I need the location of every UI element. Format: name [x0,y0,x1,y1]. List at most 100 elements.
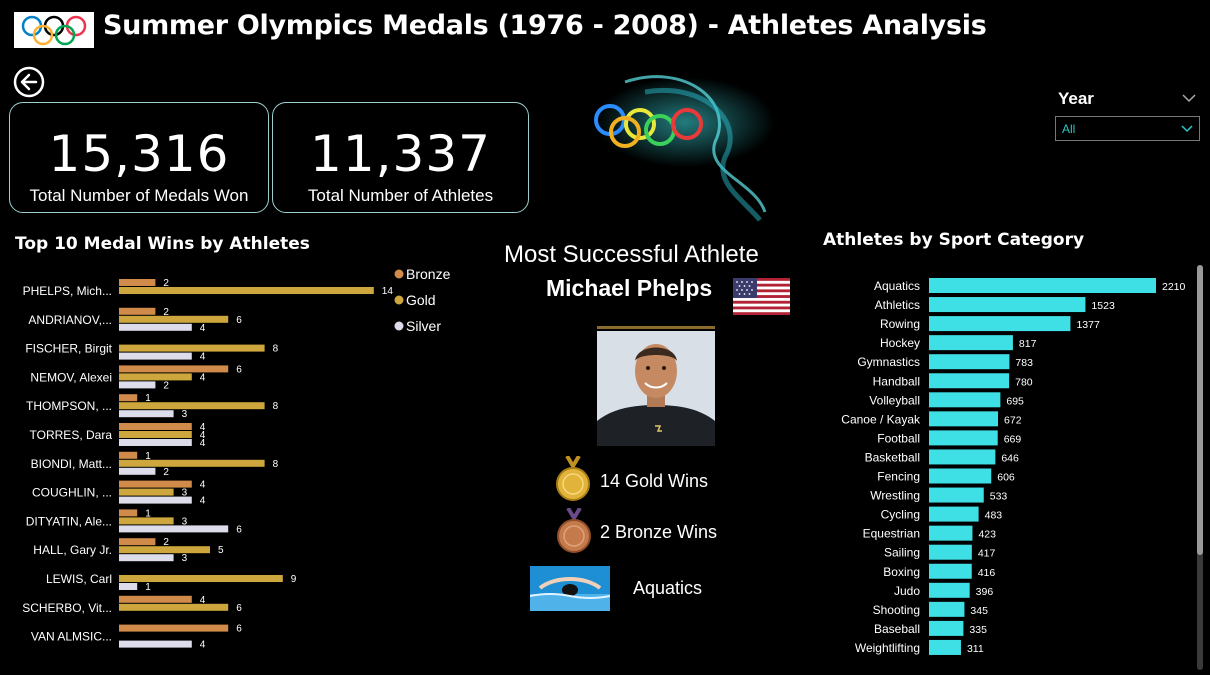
top-athletes-bar-chart[interactable]: PHELPS, Mich...214ANDRIANOV,...264FISCHE… [0,260,480,660]
athlete-bar-silver [119,439,192,446]
sport-bar [929,373,1010,389]
data-label: 4 [200,422,206,433]
gold-wins-text: 14 Gold Wins [600,471,709,491]
data-label: 4 [200,595,206,606]
athlete-label: COUGHLIN, ... [32,486,112,500]
sport-label: Aquatics [874,279,920,293]
athlete-bar-bronze [119,538,156,546]
athlete-bar-silver [119,467,156,475]
data-label: 6 [236,603,242,614]
athlete-bar-bronze [119,451,138,459]
data-label: 780 [1015,376,1033,388]
data-label: 4 [200,372,206,383]
data-label: 533 [990,491,1008,503]
sport-label: Athletics [875,298,920,312]
olympic-rings-logo [14,12,94,48]
gold-medal-icon [556,456,590,501]
data-label: 2 [163,537,169,548]
data-label: 423 [978,529,996,541]
athlete-bar-silver [119,410,174,418]
sport-bar [929,430,998,446]
athlete-bar-silver [119,323,192,331]
data-label: 5 [218,545,224,556]
athlete-label: DITYATIN, Ale... [26,514,112,528]
us-flag-icon [733,278,790,315]
data-label: 4 [200,323,206,334]
sport-label: Canoe / Kayak [841,412,921,426]
athlete-bar-silver [119,352,192,360]
athlete-bar-bronze [119,509,138,517]
sport-label: Rowing [880,317,920,331]
year-slicer-value: All [1062,122,1076,136]
back-arrow-icon[interactable] [13,66,45,98]
athlete-label: FISCHER, Birgit [25,342,112,356]
sport-bar [929,278,1156,293]
athlete-bar-silver [119,381,156,389]
data-label: 6 [236,524,242,535]
data-label: 6 [236,364,242,375]
sport-label: Baseball [874,622,920,636]
sport-bar [929,392,1001,408]
data-label: 6 [236,624,242,635]
data-label: 2210 [1162,281,1186,293]
data-label: 646 [1001,452,1019,464]
kpi-card-medals: 15,316 Total Number of Medals Won [9,102,269,213]
sport-category-bar-chart[interactable]: Aquatics 2210 Athletics 1523 Rowing 1377 Hocke… [810,270,1200,665]
sport-label: Wrestling [870,489,920,503]
data-label: 311 [967,643,984,655]
legend-marker [394,321,404,331]
sport-bar [929,525,973,541]
sport-chart-title: Athletes by Sport Category [823,230,1085,250]
legend-item: Gold [406,292,436,308]
scrollbar-thumb[interactable] [1197,265,1203,555]
athlete-bar-bronze [119,595,192,603]
athlete-bar-bronze [119,279,156,286]
data-label: 669 [1004,433,1022,445]
sport-bar [929,411,999,427]
page-title: Summer Olympics Medals (1976 - 2008) - A… [103,10,987,41]
athlete-bar-gold [119,603,229,611]
data-label: 3 [182,409,188,420]
athlete-name: Michael Phelps [546,275,713,301]
sport-label: Shooting [873,603,920,617]
sport-label: Gymnastics [857,355,920,369]
sport-label: Volleyball [869,393,920,407]
data-label: 672 [1004,414,1022,426]
athlete-bar-silver [119,496,192,504]
sport-bar [929,487,984,503]
athlete-bar-silver [119,583,138,590]
data-label: 1 [145,393,151,404]
athlete-bar-gold [119,459,265,467]
legend-marker [394,269,404,279]
athlete-bar-gold [119,315,229,323]
athlete-label: VAN ALMSIC... [31,630,112,644]
data-label: 695 [1006,395,1024,407]
chevron-down-icon[interactable] [1181,92,1197,104]
sport-label: Judo [894,584,920,598]
sport-chart-scrollbar[interactable] [1197,265,1203,670]
sport-bar [929,563,972,579]
data-label: 1523 [1091,300,1115,312]
data-label: 1 [145,451,151,462]
sport-bar [929,582,970,598]
bronze-wins-text: 2 Bronze Wins [600,522,718,542]
sport-label: Handball [873,374,920,388]
athlete-label: NEMOV, Alexei [30,370,112,384]
athlete-bar-bronze [119,307,156,315]
year-slicer-dropdown[interactable]: All [1055,116,1200,141]
athlete-bar-gold [119,546,210,554]
sport-label: Fencing [877,470,920,484]
sport-label: Football [877,431,920,445]
kpi-value: 15,316 [48,125,230,183]
athlete-label: ANDRIANOV,... [28,313,112,327]
chevron-down-icon [1181,125,1193,133]
data-label: 606 [997,472,1015,484]
athlete-bar-gold [119,575,283,582]
athlete-bar-gold [119,488,174,496]
athlete-label: TORRES, Dara [30,428,113,442]
athlete-bar-gold [119,431,192,438]
athlete-bar-bronze [119,423,192,430]
data-label: 417 [978,548,996,560]
kpi-label: Total Number of Medals Won [29,186,249,205]
athlete-sport-text: Aquatics [633,578,703,598]
